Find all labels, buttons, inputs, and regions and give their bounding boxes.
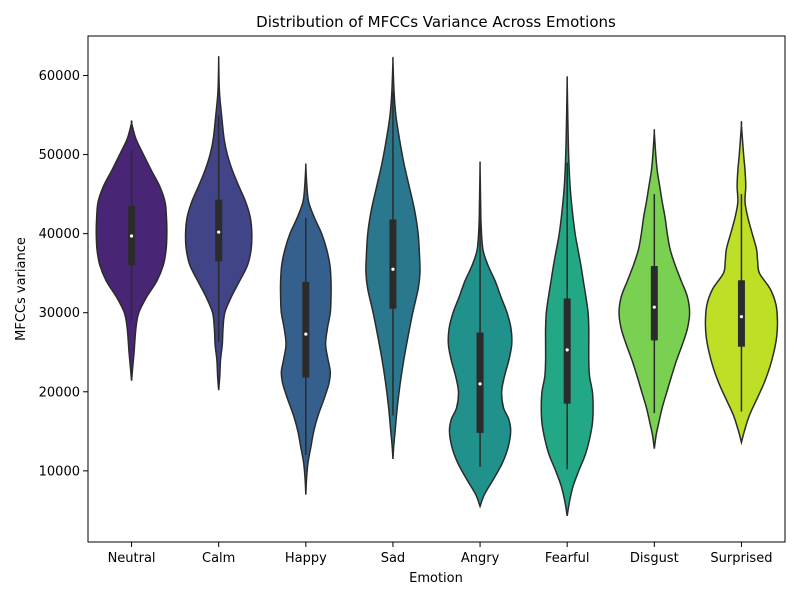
violin-median-dot (565, 348, 569, 352)
y-tick-label: 40000 (39, 227, 80, 242)
violin-disgust (618, 128, 691, 449)
violin-iqr-box (389, 219, 397, 309)
violin-median-dot (739, 315, 744, 319)
y-tick-label: 30000 (39, 306, 80, 321)
violin-median-dot (217, 230, 221, 234)
y-tick-label: 60000 (39, 69, 80, 84)
violin-calm (184, 55, 253, 391)
plot-area-frame (87, 35, 786, 543)
x-tick-label: Happy (285, 551, 327, 566)
x-tick-label: Calm (202, 551, 235, 566)
x-axis: Neutral Calm Happy Sad Angry Fearful Disgust Su… (108, 542, 772, 566)
x-axis-label: Emotion (409, 571, 463, 586)
violins-layer (95, 55, 779, 517)
x-tick-label: Surprised (710, 551, 772, 566)
x-tick-label: Disgust (630, 551, 679, 566)
y-axis-label: MFCCs variance (14, 237, 29, 341)
y-axis: 10000 20000 30000 40000 50000 60000 (39, 69, 88, 479)
violin-angry (447, 161, 513, 509)
violin-iqr-box (302, 281, 310, 378)
violin-happy (279, 163, 332, 495)
violin-sad (365, 56, 421, 460)
violin-median-dot (304, 332, 308, 336)
x-tick-label: Neutral (108, 551, 156, 566)
violin-iqr-box (737, 280, 745, 347)
chart-title: Distribution of MFCCs Variance Across Em… (256, 13, 616, 31)
x-tick-label: Angry (461, 551, 500, 566)
x-tick-label: Sad (381, 551, 405, 566)
violin-median-dot (652, 305, 656, 309)
violin-neutral (95, 120, 168, 381)
y-tick-label: 10000 (39, 464, 80, 479)
violin-median-dot (129, 234, 134, 238)
violin-iqr-box (650, 266, 658, 341)
violin-median-dot (478, 382, 482, 386)
y-tick-label: 20000 (39, 385, 80, 400)
violin-surprised (704, 120, 779, 446)
violin-median-dot (391, 267, 395, 271)
x-tick-label: Fearful (545, 551, 590, 566)
violin-fearful (540, 75, 594, 517)
y-tick-label: 50000 (39, 148, 80, 163)
